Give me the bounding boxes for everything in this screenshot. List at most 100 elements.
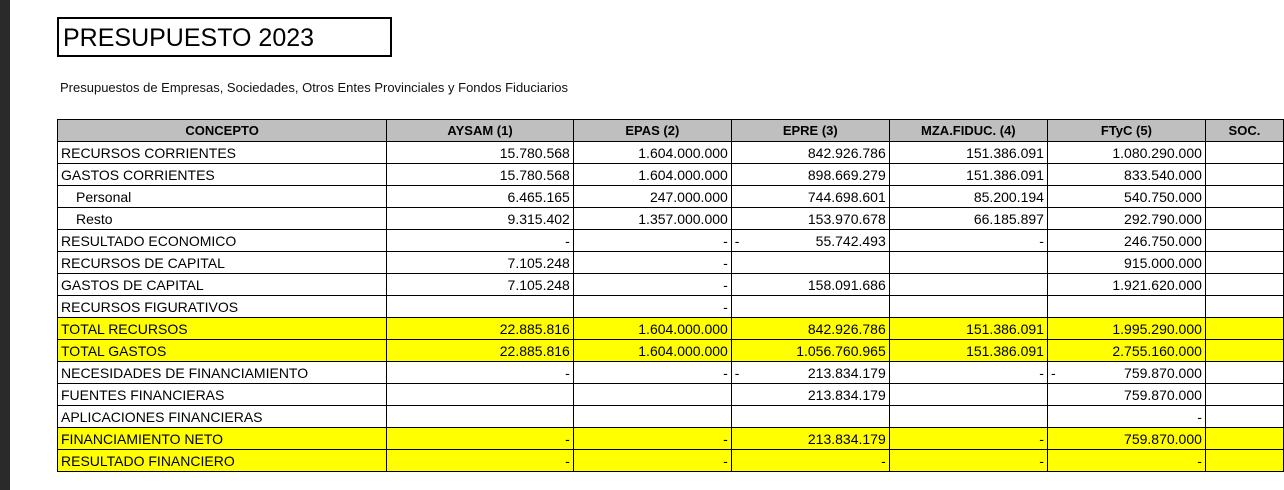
cell [386, 383, 574, 406]
cell [386, 405, 574, 428]
cell: - [572, 295, 732, 318]
amount: 759.870.000 [1124, 364, 1202, 381]
cell: 151.386.091 [888, 317, 1048, 340]
cell: 246.750.000 [1046, 229, 1206, 252]
cell: 213.834.179 [730, 383, 890, 406]
cell: 247.000.000 [572, 185, 732, 208]
cell: 540.750.000 [1046, 185, 1206, 208]
amount: 213.834.179 [807, 364, 886, 381]
table-row: TOTAL GASTOS 22.885.816 1.604.000.000 1.056… [56, 339, 1284, 362]
cell: - 213.834.179 [730, 361, 890, 384]
cell: 7.105.248 [386, 251, 574, 274]
cell: - [572, 427, 732, 450]
cell: 7.105.248 [386, 273, 574, 296]
cell [730, 295, 890, 318]
cell [888, 405, 1048, 428]
cell: 158.091.686 [730, 273, 890, 296]
cell [1204, 339, 1284, 362]
cell: - [386, 229, 574, 252]
table-row: NECESIDADES DE FINANCIAMIENTO - - -213.834.… [56, 361, 1284, 384]
cell: - [572, 361, 732, 384]
row-label: Personal [56, 185, 388, 208]
budget-table: CONCEPTO AYSAM (1) EPAS (2) EPRE (3) MZA.FID… [56, 119, 1284, 472]
row-label: NECESIDADES DE FINANCIAMIENTO [56, 361, 388, 384]
cell: 1.357.000.000 [572, 207, 732, 230]
row-label: GASTOS DE CAPITAL [56, 273, 388, 296]
cell: 22.885.816 [386, 339, 574, 362]
window-edge [0, 0, 10, 490]
cell: 1.604.000.000 [572, 141, 732, 164]
cell: - [888, 427, 1048, 450]
cell: 22.885.816 [386, 317, 574, 340]
cell [888, 295, 1048, 318]
cell: 1.604.000.000 [572, 163, 732, 186]
column-header: SOC. [1204, 119, 1284, 142]
cell: 842.926.786 [730, 141, 890, 164]
amount: 55.742.493 [815, 232, 886, 249]
signed-value: - 759.870.000 [1051, 365, 1202, 381]
cell: 1.921.620.000 [1046, 273, 1206, 296]
cell: 151.386.091 [888, 339, 1048, 362]
table-row: Resto 9.315.402 1.357.000.000 153.970.678 66… [56, 207, 1284, 230]
cell: 85.200.194 [888, 185, 1048, 208]
cell [572, 405, 732, 428]
cell: - [572, 251, 732, 274]
table-row: FINANCIAMIENTO NETO - -213.834.179-759.870… [56, 427, 1284, 450]
cell [888, 251, 1048, 274]
table-row: Personal 6.465.165 247.000.000 744.698.601 8… [56, 185, 1284, 208]
cell: 833.540.000 [1046, 163, 1206, 186]
cell [730, 405, 890, 428]
row-label: APLICACIONES FINANCIERAS [56, 405, 388, 428]
cell: - [386, 427, 574, 450]
row-label: RECURSOS DE CAPITAL [56, 251, 388, 274]
table-row: TOTAL RECURSOS 22.885.816 1.604.000.000 842… [56, 317, 1284, 340]
row-label: FUENTES FINANCIERAS [56, 383, 388, 406]
cell [1204, 295, 1284, 318]
table-row: RECURSOS FIGURATIVOS - [56, 295, 1284, 318]
cell: - [386, 361, 574, 384]
cell: - [1046, 449, 1206, 472]
column-header: EPAS (2) [572, 119, 732, 142]
row-label: FINANCIAMIENTO NETO [56, 427, 388, 450]
cell [1204, 251, 1284, 274]
cell: 915.000.000 [1046, 251, 1206, 274]
cell: 213.834.179 [730, 427, 890, 450]
cell: - [730, 449, 890, 472]
sign: - [1050, 364, 1056, 381]
cell [386, 295, 574, 318]
cell [1046, 295, 1206, 318]
cell: 759.870.000 [1046, 383, 1206, 406]
cell [1204, 317, 1284, 340]
table-row: RESULTADO FINANCIERO - - - - - [56, 449, 1284, 472]
signed-value: - 213.834.179 [735, 365, 886, 381]
cell [888, 383, 1048, 406]
cell [1204, 449, 1284, 472]
cell: 1.080.290.000 [1046, 141, 1206, 164]
column-header: EPRE (3) [730, 119, 890, 142]
cell: - [386, 449, 574, 472]
table-row: GASTOS CORRIENTES 15.780.568 1.604.000.000… [56, 163, 1284, 186]
column-header: CONCEPTO [56, 119, 388, 142]
cell: 1.604.000.000 [572, 339, 732, 362]
table-row: RESULTADO ECONOMICO - - -55.742.493-246.750… [56, 229, 1284, 252]
cell: 6.465.165 [386, 185, 574, 208]
cell [1204, 361, 1284, 384]
cell: 842.926.786 [730, 317, 890, 340]
row-label: TOTAL GASTOS [56, 339, 388, 362]
column-header: FTyC (5) [1046, 119, 1206, 142]
row-label: TOTAL RECURSOS [56, 317, 388, 340]
cell: 898.669.279 [730, 163, 890, 186]
cell [1204, 405, 1284, 428]
cell: 151.386.091 [888, 163, 1048, 186]
row-label: GASTOS CORRIENTES [56, 163, 388, 186]
cell: 292.790.000 [1046, 207, 1206, 230]
cell [1204, 163, 1284, 186]
row-label: Resto [56, 207, 388, 230]
cell [1204, 141, 1284, 164]
subtitle: Presupuestos de Empresas, Sociedades, Ot… [60, 80, 568, 95]
cell: - [572, 449, 732, 472]
cell [572, 383, 732, 406]
title: PRESUPUESTO 2023 [57, 17, 392, 57]
cell [1204, 383, 1284, 406]
cell: 2.755.160.000 [1046, 339, 1206, 362]
